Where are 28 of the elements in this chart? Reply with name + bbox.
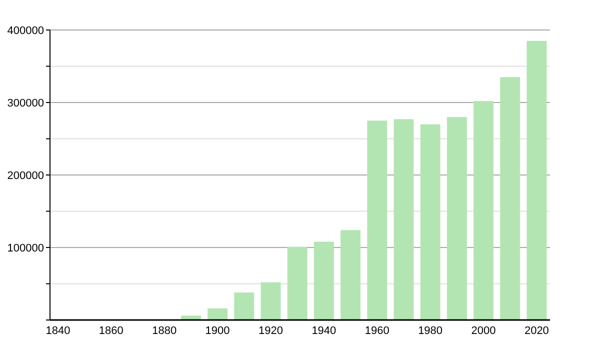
bar: [367, 120, 388, 320]
x-tick-label: 1920: [258, 325, 283, 337]
bar: [394, 119, 414, 320]
bar: [526, 40, 547, 320]
x-tick-label: 1840: [46, 325, 70, 337]
x-tick-label: 1940: [312, 325, 336, 337]
bar: [287, 246, 308, 320]
x-tick-label: 1960: [364, 325, 390, 337]
bar: [446, 117, 467, 320]
bar: [500, 77, 520, 320]
x-tick-label: 1880: [152, 325, 177, 337]
bar: [474, 101, 494, 320]
x-tick-label: 1860: [98, 325, 124, 337]
bar: [234, 292, 254, 320]
x-tick-label: 1900: [205, 325, 230, 337]
bar: [260, 282, 281, 320]
y-tick-label: 400000: [7, 24, 44, 37]
bar: [420, 124, 440, 320]
bar: [314, 242, 334, 320]
bar: [340, 230, 361, 320]
y-tick-label: 300000: [7, 97, 44, 110]
x-tick-label: 1980: [418, 325, 443, 337]
y-tick-label: 200000: [7, 170, 44, 182]
x-tick-label: 2020: [524, 325, 549, 337]
y-tick-label: 100000: [7, 242, 44, 254]
bar: [208, 308, 228, 320]
bar: [180, 316, 201, 320]
x-tick-label: 2000: [471, 325, 496, 337]
